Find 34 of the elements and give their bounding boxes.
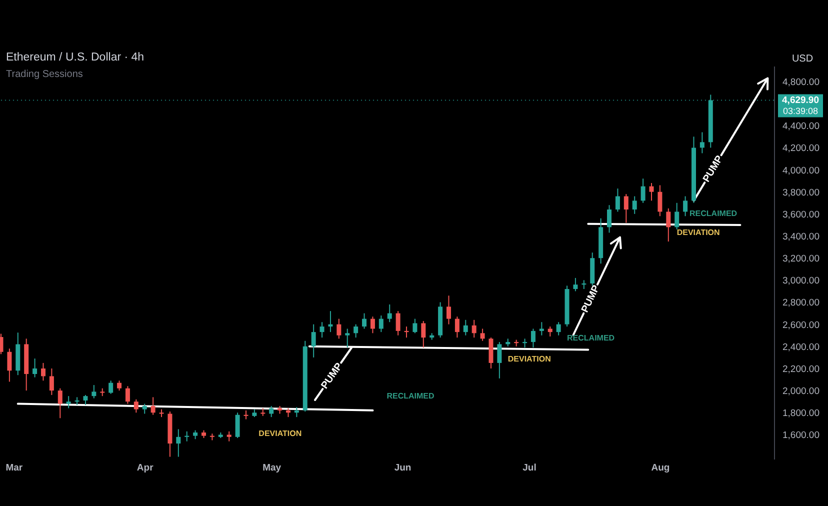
y-tick-label: 3,400.00 [782, 232, 820, 243]
x-tick-label: Mar [6, 462, 23, 474]
x-tick-label: Apr [136, 462, 154, 474]
chart-title: Ethereum / U.S. Dollar · 4h [6, 52, 144, 64]
y-tick-label: 2,800.00 [782, 298, 820, 309]
y-tick-label: 4,200.00 [782, 143, 820, 154]
y-tick-label: 2,600.00 [782, 320, 820, 331]
x-tick-label: Aug [651, 462, 670, 474]
y-axis-title: USD [792, 54, 814, 64]
x-tick-label: Jul [522, 462, 536, 474]
y-tick-label: 3,200.00 [782, 254, 820, 265]
chart-subtitle: Trading Sessions [6, 69, 83, 80]
y-tick-label: 3,600.00 [782, 209, 820, 220]
annotation: DEVIATION [258, 429, 302, 438]
annotation: DEVIATION [508, 354, 552, 364]
y-tick-label: 1,600.00 [782, 430, 820, 442]
y-tick-label: 4,800.00 [782, 76, 820, 88]
y-tick-label: 2,400.00 [782, 342, 820, 353]
y-tick-label: 3,800.00 [782, 187, 820, 198]
y-tick-label: 2,200.00 [782, 364, 820, 375]
x-tick-label: Jun [394, 462, 412, 474]
y-tick-label: 4,000.00 [782, 165, 820, 176]
y-tick-label: 4,400.00 [782, 121, 820, 132]
y-tick-label: 2,000.00 [782, 386, 820, 398]
annotation: RECLAIMED [567, 334, 615, 343]
y-tick-label: 1,800.00 [782, 408, 820, 420]
annotation: RECLAIMED [386, 391, 434, 400]
text: 03:39:08 [782, 106, 818, 116]
annotation: DEVIATION [676, 228, 720, 237]
ref-line-label: 4,629.90 [782, 95, 819, 106]
x-tick-label: May [262, 462, 282, 474]
annotation: PUMP [580, 283, 602, 314]
y-tick-label: 3,000.00 [782, 276, 820, 287]
annotation: RECLAIMED [690, 208, 738, 218]
